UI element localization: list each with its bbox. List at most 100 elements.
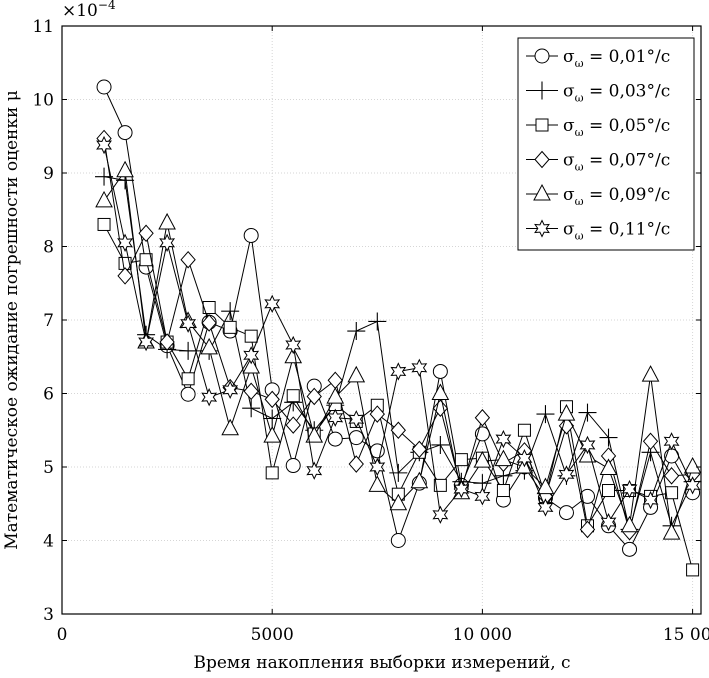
- data-point-star: [600, 512, 617, 532]
- data-point-star: [222, 380, 239, 399]
- data-point-diamond: [411, 440, 427, 459]
- data-point-star: [453, 479, 470, 499]
- data-point-square: [686, 563, 700, 577]
- data-point-plus: [599, 428, 618, 447]
- data-point-circle: [96, 79, 112, 95]
- data-point-triangle: [599, 458, 618, 475]
- data-point-diamond: [390, 421, 406, 440]
- data-point-circle: [327, 431, 343, 447]
- data-point-star: [621, 479, 638, 499]
- axis-ticks: [61, 25, 701, 615]
- data-point-plus: [431, 435, 450, 454]
- legend-marker-circle: [534, 48, 550, 64]
- data-point-triangle: [494, 449, 513, 467]
- data-point-triangle: [641, 365, 660, 382]
- x-tick-label: 5000: [251, 625, 294, 645]
- y-tick-labels: 3 4 5 6 7 8 9 10 11: [32, 17, 54, 625]
- y-tick-label: 6: [43, 385, 54, 405]
- data-point-triangle: [683, 456, 702, 474]
- data-point-triangle: [389, 493, 408, 511]
- data-point-triangle: [95, 190, 113, 208]
- data-point-square: [202, 301, 216, 315]
- x-tick-label: 10 000: [453, 625, 512, 645]
- data-point-triangle: [662, 523, 681, 540]
- data-point-triangle: [536, 477, 555, 495]
- data-point-star: [138, 332, 155, 352]
- legend-label: σω = 0,01°/с: [563, 47, 670, 70]
- data-point-triangle: [263, 426, 282, 443]
- data-point-star: [579, 435, 596, 455]
- data-point-plus: [578, 403, 597, 422]
- data-point-square: [665, 486, 679, 500]
- legend-box: [517, 37, 695, 251]
- data-point-square: [139, 253, 153, 267]
- data-point-circle: [622, 541, 638, 557]
- data-point-diamond: [474, 408, 491, 427]
- data-point-square: [496, 484, 510, 498]
- data-point-square: [244, 329, 258, 343]
- data-point-square: [265, 466, 279, 480]
- data-point-star: [348, 410, 365, 429]
- data-point-diamond: [369, 405, 385, 423]
- data-point-diamond: [642, 432, 659, 451]
- data-point-circle: [117, 125, 133, 141]
- data-point-plus: [179, 341, 198, 360]
- x-tick-label: 15 000: [663, 625, 709, 645]
- data-point-star: [684, 476, 701, 495]
- legend-label: σω = 0,03°/с: [563, 82, 670, 105]
- legend-marker-square: [535, 118, 549, 132]
- data-point-star: [558, 465, 575, 484]
- data-point-plus: [368, 312, 387, 331]
- legend-item-6: σω = 0,11°/с: [526, 219, 670, 243]
- data-point-star: [390, 362, 407, 381]
- data-point-plus: [347, 322, 366, 341]
- data-point-triangle: [158, 212, 176, 230]
- data-point-triangle: [116, 160, 134, 178]
- data-point-diamond: [579, 520, 596, 539]
- data-point-star: [411, 358, 428, 377]
- data-point-star: [495, 429, 512, 449]
- data-point-plus: [221, 302, 240, 321]
- data-point-circle: [432, 363, 448, 379]
- data-point-triangle: [410, 471, 429, 489]
- data-point-square: [517, 423, 531, 437]
- data-point-star: [264, 294, 281, 313]
- series-group: [95, 79, 702, 577]
- data-point-square: [286, 389, 300, 403]
- data-point-diamond: [159, 333, 175, 351]
- data-point-diamond: [180, 250, 196, 269]
- y-scale-note: ×10−4: [62, 0, 116, 21]
- y-tick-label: 4: [43, 532, 54, 552]
- y-tick-label: 3: [43, 605, 54, 625]
- data-point-circle: [558, 505, 574, 521]
- y-tick-label: 10: [32, 91, 54, 111]
- y-tick-label: 7: [43, 311, 54, 331]
- legend-label: σω = 0,07°/с: [563, 151, 670, 174]
- data-point-plus: [389, 463, 408, 482]
- data-point-triangle: [473, 451, 492, 468]
- data-point-triangle: [242, 356, 261, 374]
- data-point-plus: [242, 399, 261, 418]
- data-point-star: [306, 461, 323, 480]
- data-point-square: [223, 320, 237, 334]
- data-point-triangle: [431, 383, 450, 400]
- x-tick-label: 0: [57, 625, 68, 645]
- data-point-diamond: [663, 467, 680, 485]
- legend-item-1: σω = 0,01°/с: [526, 47, 670, 70]
- data-point-triangle: [221, 418, 239, 436]
- legend-label: σω = 0,11°/с: [563, 220, 670, 243]
- data-point-circle: [243, 227, 259, 243]
- legend-item-5: σω = 0,09°/с: [526, 183, 670, 208]
- data-point-star: [474, 487, 491, 506]
- data-point-circle: [285, 458, 301, 474]
- data-point-square: [181, 372, 195, 386]
- y-tick-label: 11: [32, 17, 54, 37]
- x-tick-labels: 0 5000 10 000 15 000: [57, 625, 709, 645]
- data-point-star: [96, 135, 112, 155]
- data-point-star: [117, 233, 133, 252]
- data-point-diamond: [138, 224, 154, 243]
- data-point-square: [602, 484, 616, 498]
- data-point-star: [159, 233, 176, 252]
- data-point-diamond: [306, 387, 322, 406]
